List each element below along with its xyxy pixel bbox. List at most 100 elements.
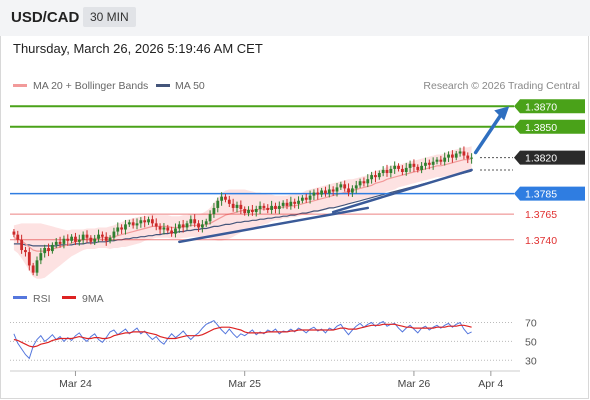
candle-body [374, 175, 377, 178]
candle-body [408, 163, 412, 168]
x-tick-label: Mar 25 [228, 378, 261, 390]
candle-body [112, 231, 116, 238]
ma50-legend-label: MA 50 [175, 80, 205, 92]
rsi-tick-50: 50 [525, 336, 537, 348]
rsi-tick-30: 30 [525, 355, 537, 367]
trendline-1 [331, 168, 473, 214]
candle-body [100, 234, 104, 237]
candle-body [139, 220, 143, 224]
candle-body [316, 192, 320, 195]
ma20-legend-label: MA 20 + Bollinger Bands [33, 80, 148, 92]
candle-body [224, 196, 227, 200]
symbol-title: USD/CAD [11, 9, 80, 26]
rsi-ma-line [13, 323, 472, 348]
candle-body [27, 252, 31, 266]
candle-body [454, 153, 458, 158]
candle-body [104, 236, 108, 241]
candle-body [266, 207, 270, 210]
candle-body [58, 241, 62, 244]
candle-body [154, 223, 158, 227]
level-tag-text-1.3785: 1.3785 [525, 189, 557, 201]
candle-body [324, 190, 327, 194]
candle-body [97, 234, 100, 239]
candle-body [347, 188, 350, 193]
candle-body [289, 201, 293, 206]
candle-body [220, 196, 224, 201]
candle-body [424, 162, 427, 166]
candle-body [174, 228, 177, 234]
level-tag-1.3850 [514, 119, 585, 134]
candle-body [74, 236, 77, 242]
candle-body [262, 205, 266, 208]
trendlines [178, 106, 510, 244]
ma50-legend-swatch [156, 84, 170, 87]
candle-body [427, 162, 431, 165]
candle-body [24, 250, 27, 253]
forecast-arrow-shaft [473, 112, 503, 155]
candle-body [350, 188, 354, 193]
candle-body [16, 234, 20, 240]
candle-body [77, 239, 81, 242]
candle-body [466, 155, 470, 159]
candle-body [377, 173, 381, 178]
candle-body [208, 214, 212, 222]
candle-body [135, 223, 139, 226]
bollinger-band [13, 146, 472, 279]
candle-body [12, 231, 16, 235]
candle-body [31, 265, 35, 273]
candle-body [393, 165, 397, 169]
candle-body [320, 190, 324, 195]
rsi-legend-label: RSI [33, 293, 51, 305]
x-tick-label: Apr 4 [478, 378, 503, 390]
candle-body [116, 227, 120, 232]
candle-body [458, 151, 462, 154]
interval-badge[interactable]: 30 MIN [83, 7, 136, 27]
candle-body [447, 154, 450, 158]
candle-body [181, 224, 185, 228]
candle-body [389, 168, 393, 174]
candle-body [189, 219, 193, 224]
candle-body [20, 239, 24, 251]
candle-body [50, 244, 54, 252]
candle-body [400, 168, 404, 172]
rsi-ma-legend-swatch [62, 296, 76, 299]
candle-body [331, 189, 335, 192]
candle-body [312, 192, 316, 196]
level-tag-1.3870 [514, 99, 585, 114]
candle-body [216, 200, 220, 208]
trendline-0 [178, 206, 370, 244]
candle-body [397, 165, 400, 169]
rsi-tick-70: 70 [525, 317, 537, 329]
candle-body [439, 159, 443, 162]
candle-body [170, 230, 174, 234]
candle-body [158, 226, 162, 230]
candle-body [200, 224, 204, 228]
candle-body [285, 202, 289, 206]
chart-header: USD/CAD 30 MIN [0, 0, 590, 36]
candle-body [147, 219, 150, 223]
candle-body [358, 181, 362, 186]
level-tag-text-1.3850: 1.3850 [525, 122, 557, 134]
candle-body [193, 219, 197, 224]
candle-body [247, 210, 250, 214]
rsi-panel: 70 50 30 [10, 317, 537, 367]
candle-body [293, 201, 297, 204]
candle-body [62, 238, 66, 244]
candle-body [124, 224, 127, 230]
candle-body [250, 210, 254, 213]
candle-body [327, 189, 331, 194]
candle-body [39, 253, 43, 261]
candle-body [470, 157, 474, 159]
candle-body [47, 248, 50, 252]
level-tag-text-1.3820: 1.3820 [525, 153, 557, 165]
bollinger-band-area [13, 146, 472, 279]
candle-body [166, 227, 170, 231]
candle-body [54, 241, 58, 245]
candle-body [339, 184, 343, 188]
candle-body [150, 219, 154, 224]
candle-body [66, 238, 70, 241]
candle-body [435, 159, 439, 162]
candle-body [231, 203, 235, 208]
level-tag-1.3785 [514, 186, 585, 201]
